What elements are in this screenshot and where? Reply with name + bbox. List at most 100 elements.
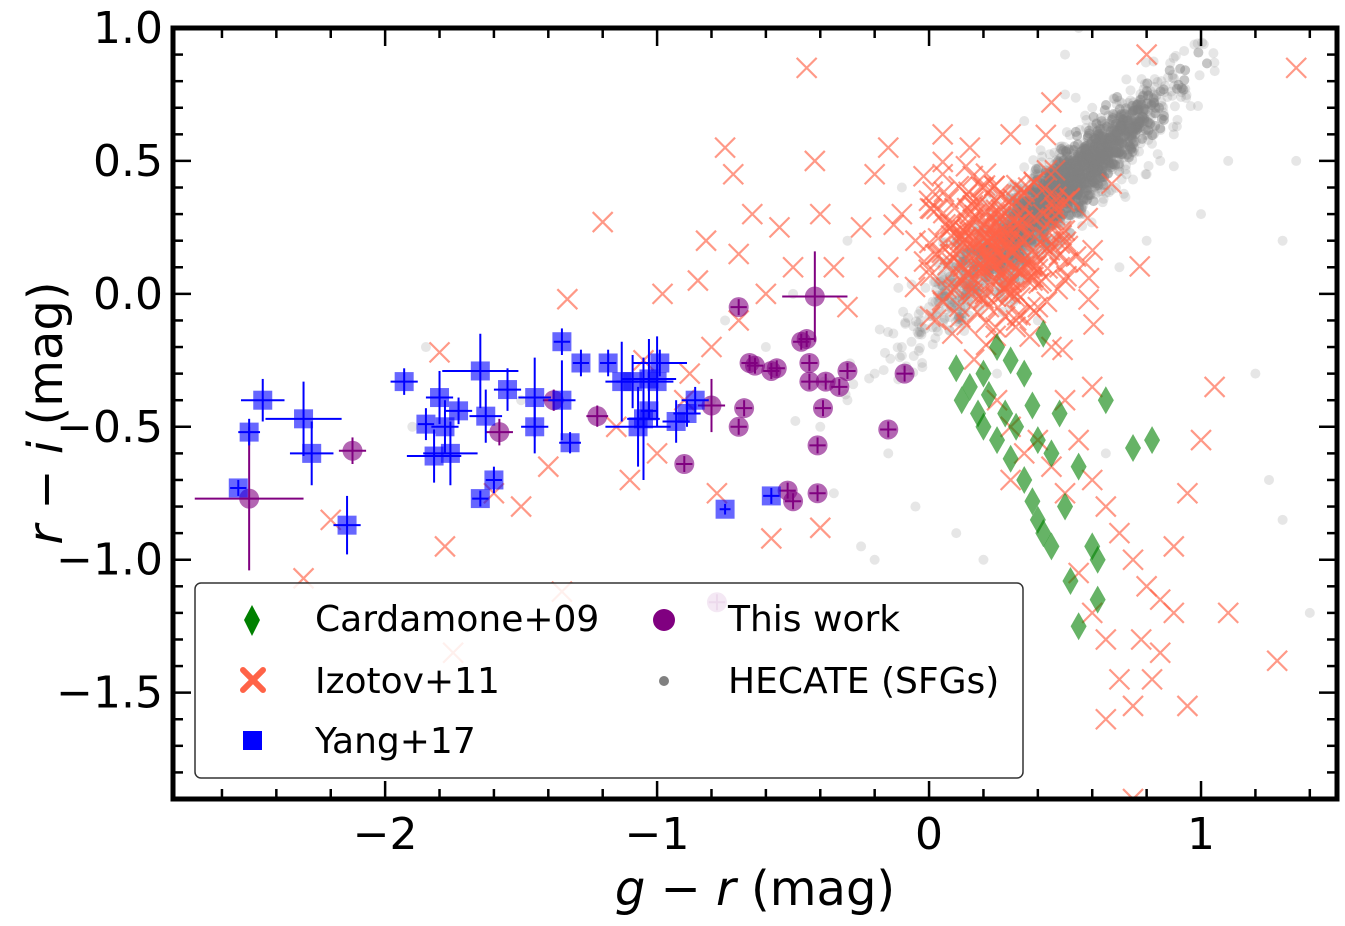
- izotov-point: [919, 264, 941, 287]
- hecate-point: [1085, 170, 1096, 181]
- hecate-point: [1097, 125, 1108, 136]
- hecate-point: [1148, 95, 1159, 106]
- hecate-point: [720, 315, 731, 326]
- hecate-point: [1092, 162, 1103, 173]
- hecate-point: [1086, 170, 1097, 181]
- hecate-point: [1084, 179, 1095, 190]
- izotov-point: [1163, 602, 1185, 624]
- izotov-point: [1095, 708, 1117, 731]
- izotov-point: [1035, 124, 1057, 146]
- hecate-point: [1107, 124, 1118, 135]
- cardamone-point: [1016, 465, 1033, 494]
- hecate-point: [1130, 103, 1141, 114]
- hecate-point: [1095, 146, 1106, 157]
- hecate-point: [916, 322, 927, 333]
- hecate-point: [1031, 164, 1042, 175]
- hecate-point: [1098, 161, 1109, 172]
- hecate-point: [1132, 99, 1143, 110]
- hecate-point: [1086, 136, 1097, 147]
- hecate-point: [1134, 116, 1145, 127]
- series-izotov: [292, 43, 1307, 799]
- izotov-point: [1130, 628, 1152, 651]
- hecate-point: [1101, 162, 1112, 173]
- hecate-point: [790, 415, 801, 426]
- hecate-point: [1133, 118, 1144, 129]
- hecate-point: [1193, 101, 1204, 112]
- hecate-point: [1114, 146, 1125, 157]
- hecate-point: [1060, 178, 1071, 189]
- izotov-point: [1006, 213, 1029, 236]
- hecate-point: [1079, 182, 1090, 193]
- hecate-point: [1065, 183, 1076, 194]
- izotov-point: [1095, 628, 1117, 651]
- izotov-point: [926, 243, 948, 265]
- hecate-point: [1152, 149, 1163, 160]
- hecate-point: [1076, 170, 1087, 181]
- hecate-point: [1116, 145, 1127, 156]
- hecate-point: [1090, 161, 1101, 172]
- hecate-point: [1090, 165, 1101, 176]
- hecate-point: [1110, 118, 1121, 129]
- hecate-point: [1077, 154, 1088, 165]
- hecate-point: [920, 323, 931, 334]
- hecate-point: [1118, 139, 1129, 150]
- hecate-point: [1056, 152, 1067, 163]
- hecate-point: [1092, 128, 1103, 139]
- hecate-point: [1129, 105, 1140, 116]
- hecate-point: [1118, 140, 1129, 151]
- hecate-point: [1083, 188, 1094, 199]
- hecate-point: [1072, 181, 1083, 192]
- hecate-point: [1068, 169, 1079, 180]
- hecate-point: [1115, 123, 1126, 134]
- izotov-point: [1043, 196, 1066, 218]
- hecate-point: [1071, 171, 1082, 182]
- hecate-point: [1152, 77, 1163, 88]
- hecate-point: [1140, 104, 1151, 115]
- hecate-point: [1137, 112, 1148, 123]
- hecate-point: [1130, 123, 1141, 134]
- hecate-point: [1107, 159, 1118, 170]
- legend-label-yang: Yang+17: [314, 721, 476, 762]
- hecate-point: [1176, 92, 1187, 103]
- hecate-point: [1130, 123, 1141, 134]
- hecate-point: [1072, 151, 1083, 162]
- hecate-point: [1066, 172, 1077, 183]
- izotov-point: [1176, 482, 1199, 505]
- hecate-point: [1086, 141, 1097, 152]
- hecate-point: [1112, 92, 1123, 103]
- hecate-point: [1130, 101, 1141, 112]
- hecate-point: [1124, 143, 1135, 154]
- hecate-point: [1099, 155, 1110, 166]
- cardamone-point: [1062, 566, 1079, 595]
- hecate-point: [1062, 160, 1073, 171]
- hecate-point: [1079, 193, 1090, 204]
- hecate-point: [1114, 139, 1125, 150]
- hecate-point: [1098, 131, 1109, 142]
- hecate-point: [1149, 128, 1160, 139]
- hecate-point: [1121, 74, 1132, 85]
- cardamone-point: [1002, 346, 1019, 375]
- izotov-point: [1082, 313, 1105, 336]
- hecate-point: [1150, 102, 1161, 113]
- hecate-point: [1084, 190, 1095, 201]
- hecate-point: [1060, 168, 1071, 179]
- hecate-point: [1137, 110, 1148, 121]
- hecate-point: [1074, 152, 1085, 163]
- hecate-point: [1076, 160, 1087, 171]
- hecate-point: [1264, 474, 1275, 485]
- hecate-point: [1090, 169, 1101, 180]
- izotov-point: [1048, 244, 1070, 267]
- hecate-point: [1181, 92, 1192, 103]
- hecate-point: [1066, 163, 1077, 174]
- hecate-point: [1081, 153, 1092, 164]
- hecate-point: [1090, 149, 1101, 160]
- hecate-point: [1083, 144, 1094, 155]
- hecate-point: [1114, 262, 1125, 273]
- izotov-point: [921, 180, 944, 203]
- hecate-point: [1101, 165, 1112, 176]
- izotov-point: [1051, 339, 1074, 361]
- hecate-point: [1093, 143, 1104, 154]
- hecate-point: [1098, 134, 1109, 145]
- hecate-point: [1097, 132, 1108, 143]
- hecate-point: [1080, 147, 1091, 158]
